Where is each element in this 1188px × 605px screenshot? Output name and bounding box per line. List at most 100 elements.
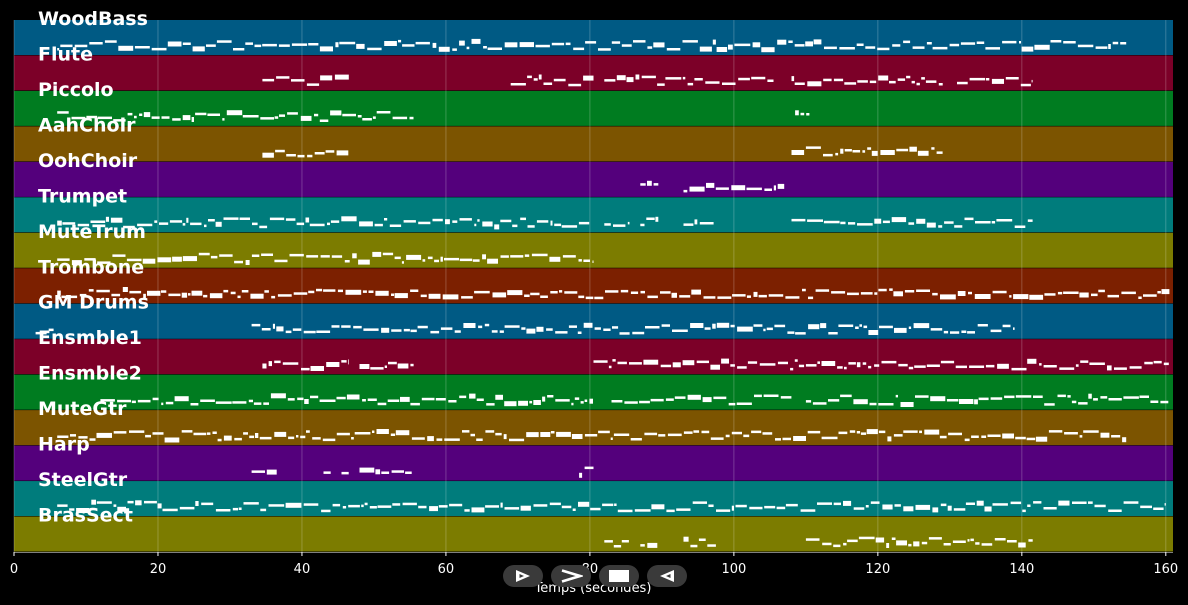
note-mark <box>667 433 682 437</box>
note-mark <box>641 75 656 79</box>
note-segment <box>791 75 943 87</box>
note-mark <box>1007 540 1017 543</box>
note-mark <box>1019 41 1021 44</box>
note-mark <box>657 83 665 86</box>
note-mark <box>362 399 366 402</box>
note-mark <box>357 115 362 118</box>
note-mark <box>259 225 268 229</box>
note-mark <box>262 363 267 369</box>
note-mark <box>753 324 763 327</box>
note-mark <box>179 506 195 510</box>
note-mark <box>411 437 425 440</box>
note-mark <box>585 296 594 300</box>
note-mark <box>734 43 751 47</box>
note-mark <box>476 398 484 401</box>
note-segment <box>611 394 792 406</box>
note-mark <box>1027 219 1033 222</box>
note-mark <box>1107 365 1112 371</box>
note-mark <box>874 218 882 224</box>
note-mark <box>321 509 331 513</box>
note-mark <box>531 253 548 257</box>
note-mark <box>89 438 96 441</box>
note-mark <box>891 217 907 223</box>
note-mark <box>57 48 60 51</box>
back-button[interactable] <box>647 565 687 587</box>
forward-button[interactable] <box>551 565 591 587</box>
note-mark <box>485 430 495 433</box>
note-mark <box>182 42 191 45</box>
note-mark <box>896 540 907 546</box>
note-mark <box>389 224 402 227</box>
note-mark <box>897 78 906 81</box>
note-mark <box>1063 291 1079 294</box>
note-mark <box>795 332 806 335</box>
note-mark <box>687 82 694 86</box>
note-segment <box>251 322 1015 335</box>
note-mark <box>504 507 520 510</box>
note-mark <box>1091 293 1098 297</box>
stop-button[interactable] <box>599 565 639 587</box>
note-mark <box>296 435 299 438</box>
note-mark <box>74 44 88 48</box>
note-mark <box>969 365 985 368</box>
note-mark <box>738 77 750 81</box>
note-mark <box>306 255 319 258</box>
note-mark <box>616 75 626 81</box>
note-mark <box>139 113 143 116</box>
note-mark <box>191 290 203 296</box>
note-mark <box>117 399 131 403</box>
note-mark <box>612 326 619 329</box>
note-mark <box>863 325 868 329</box>
note-mark <box>1138 296 1142 299</box>
note-mark <box>323 289 336 292</box>
play-back-icon <box>660 570 674 582</box>
note-mark <box>291 43 308 46</box>
note-mark <box>1108 398 1122 401</box>
note-mark <box>449 503 463 507</box>
track-lane <box>14 445 1173 482</box>
note-mark <box>354 432 371 435</box>
note-mark <box>238 507 242 510</box>
note-mark <box>512 224 518 228</box>
note-mark <box>950 331 960 334</box>
note-mark <box>261 253 273 256</box>
note-mark <box>409 116 414 120</box>
note-mark <box>223 289 229 293</box>
note-mark <box>223 435 232 441</box>
note-mark <box>1014 225 1026 228</box>
note-mark <box>611 41 621 44</box>
note-mark <box>753 291 758 297</box>
note-mark <box>984 506 992 512</box>
note-mark <box>710 437 724 440</box>
play-button[interactable] <box>503 565 543 587</box>
note-mark <box>817 361 820 364</box>
note-mark <box>1002 40 1017 44</box>
note-mark <box>559 290 563 293</box>
note-mark <box>410 363 414 367</box>
note-segment <box>359 361 414 370</box>
note-segment <box>791 217 1033 228</box>
note-segment <box>57 216 590 230</box>
note-mark <box>503 434 507 440</box>
note-mark <box>533 400 541 405</box>
note-mark <box>1059 367 1075 370</box>
note-mark <box>593 360 608 363</box>
note-mark <box>857 80 868 83</box>
note-mark <box>477 219 480 222</box>
note-mark <box>78 436 88 439</box>
note-mark <box>647 295 658 299</box>
note-mark <box>620 289 629 293</box>
note-mark <box>940 503 947 507</box>
note-mark <box>327 222 330 226</box>
note-mark <box>361 504 364 508</box>
note-mark <box>337 289 343 293</box>
note-mark <box>947 505 952 511</box>
note-mark <box>682 40 698 43</box>
note-mark <box>540 295 548 298</box>
note-mark <box>713 396 727 400</box>
note-mark <box>913 541 920 547</box>
note-mark <box>251 323 261 327</box>
note-mark <box>319 399 336 402</box>
note-mark <box>60 44 73 48</box>
